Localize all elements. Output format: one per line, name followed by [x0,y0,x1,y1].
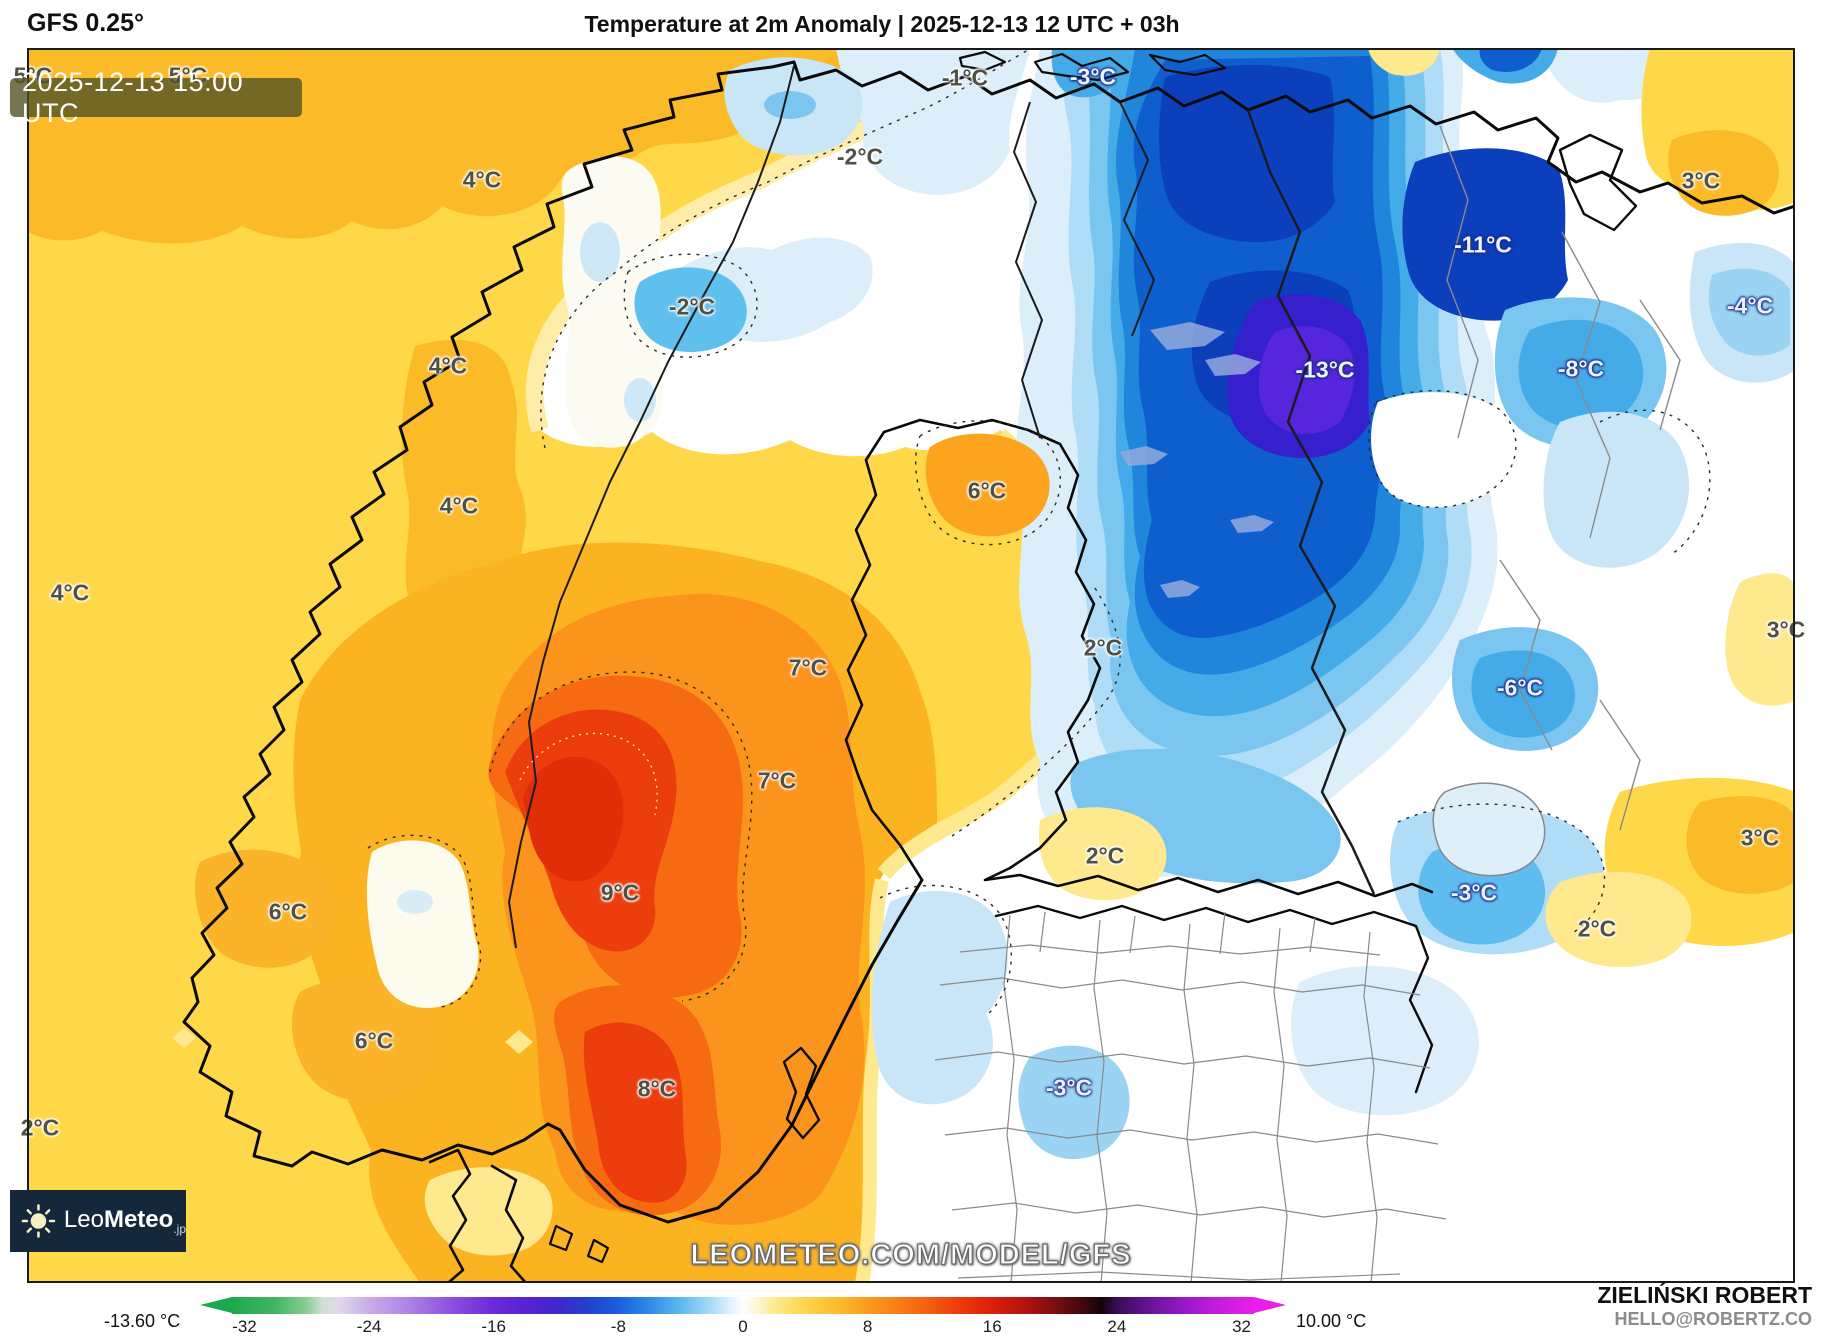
contour-layer [367,49,1711,1015]
border-layer [508,65,1376,949]
map-temp-label: 6°C [967,477,1007,504]
map-temp-label: -2°C [836,143,884,170]
map-temp-label: 2°C [1085,842,1125,869]
anomaly-fill-layer [27,48,1795,1283]
colorbar-tick-label: 0 [738,1317,748,1336]
admin-mesh-layer [934,125,1681,1283]
colorbar-tick-label: -8 [610,1317,626,1336]
map-temp-label: 3°C [1766,616,1806,643]
lake-layer [1120,322,1546,877]
map-temp-label: -3°C [1450,879,1498,906]
map-temp-label: -11°C [1454,231,1512,258]
map-temp-label: 4°C [428,352,468,379]
author-name: ZIELIŃSKI ROBERT [1597,1282,1812,1308]
map-temp-label: 9°C [600,879,640,906]
map-temp-label: -2°C [668,293,716,320]
leometeo-logo: LeoMeteo.jp [10,1190,186,1252]
colorbar-tick-label: 24 [1107,1317,1127,1336]
watermark: LEOMETEO.COM/MODEL/GFS [690,1238,1132,1271]
colorbar-right-arrow [1254,1297,1286,1313]
map-temp-label: 7°C [757,767,797,794]
coastline-layer [182,50,1795,1283]
colorbar-tick-label: 32 [1232,1317,1251,1336]
map-temp-label: 2°C [1083,634,1123,661]
map-temp-label: 6°C [268,898,308,925]
colorbar-max-value: 10.00 °C [1296,1311,1367,1331]
model-name: GFS 0.25° [27,9,144,37]
map-temp-label: -4°C [1726,292,1774,319]
map-temp-label: -3°C [1069,63,1117,90]
map-temp-label: 2°C [1577,915,1617,942]
map-temp-label: 4°C [50,579,90,606]
colorbar-tick-label: -32 [232,1317,257,1336]
map-temp-label: -1°C [941,64,989,91]
colorbar-left-arrow [200,1297,232,1313]
colorbar-tick-label: 8 [862,1317,873,1336]
colorbar-min-value: -13.60 °C [104,1311,181,1331]
colorbar-gradient [232,1297,1254,1314]
map-temp-label: 3°C [1681,167,1721,194]
logo-text: LeoMeteo.jp [63,1206,186,1236]
map-temp-label: 2°C [20,1114,60,1141]
sun-icon [21,1204,56,1238]
colorbar-tick-label: 16 [982,1317,1002,1336]
page-title: Temperature at 2m Anomaly | 2025-12-13 1… [584,11,1180,37]
map-temp-label: -6°C [1496,674,1544,701]
map-temp-label: 4°C [462,166,502,193]
colorbar-tick-label: -16 [481,1317,507,1336]
map-temp-label: 4°C [439,492,479,519]
author-contact: HELLO@ROBERTZ.CO [1614,1309,1812,1329]
map-temp-label: -3°C [1045,1074,1093,1101]
colorbar-tick-label: -24 [356,1317,382,1336]
timestamp-overlay: 2025-12-13 15:00 UTC [10,67,302,128]
map-temp-label: 8°C [637,1075,677,1102]
map-temp-label: 6°C [354,1027,394,1054]
map-temp-label: 3°C [1740,824,1780,851]
map-temp-label: -13°C [1295,356,1355,383]
map-temp-label: -8°C [1557,355,1605,382]
map-temp-label: 7°C [788,654,828,681]
